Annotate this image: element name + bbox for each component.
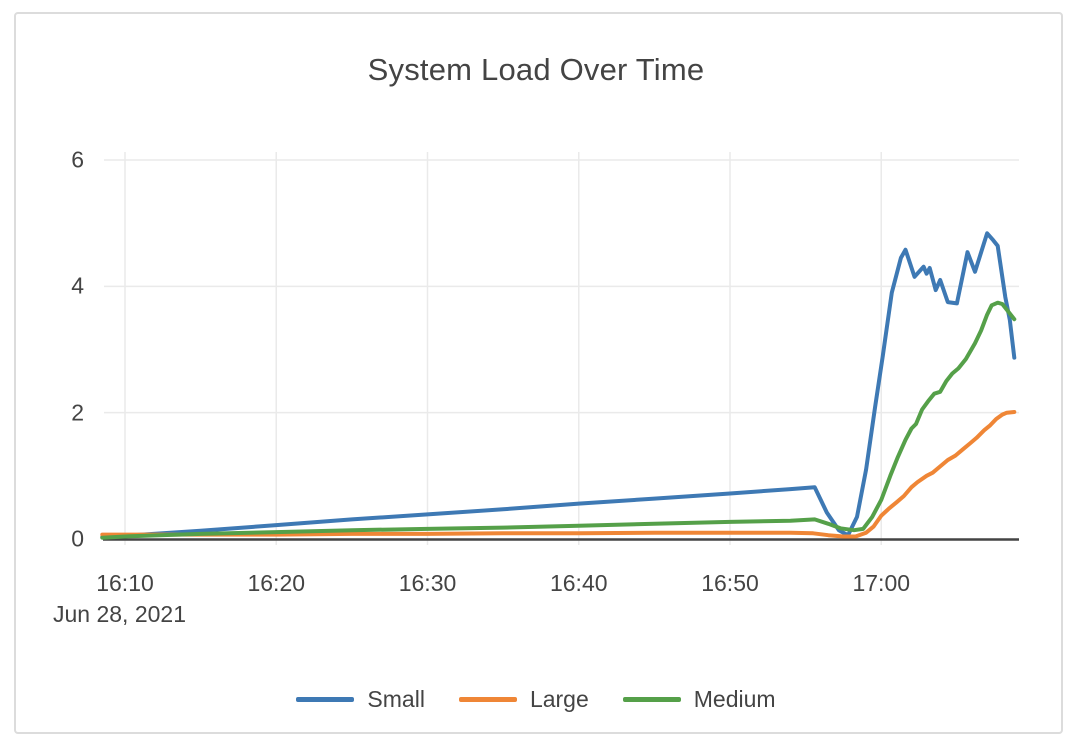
x-axis-date-label: Jun 28, 2021 xyxy=(53,601,187,627)
y-tick-label-0: 0 xyxy=(71,525,84,552)
chart-card-border xyxy=(14,12,1063,734)
y-tick-label-2: 2 xyxy=(71,399,84,426)
legend-item-large[interactable]: Large xyxy=(458,686,589,713)
legend-label-medium: Medium xyxy=(693,686,776,712)
legend-label-small: Small xyxy=(367,686,425,712)
series-line-large[interactable] xyxy=(100,410,1017,539)
x-tick-label-16:30: 16:30 xyxy=(398,570,457,596)
legend-line-swatch-medium xyxy=(622,697,681,702)
legend: Small Large Medium xyxy=(0,686,1072,713)
x-tick-label-16:10: 16:10 xyxy=(96,570,154,596)
x-tick-label-16:40: 16:40 xyxy=(549,570,608,596)
x-tick-label-16:50: 16:50 xyxy=(701,570,759,596)
series-line-small[interactable] xyxy=(100,231,1017,540)
chart-title: System Load Over Time xyxy=(367,52,705,87)
y-tick-label-6: 6 xyxy=(71,146,84,173)
legend-item-small[interactable]: Small xyxy=(296,686,425,713)
legend-line-swatch-large xyxy=(458,697,517,702)
legend-line-swatch-small xyxy=(296,697,355,702)
legend-item-medium[interactable]: Medium xyxy=(622,686,776,713)
legend-label-large: Large xyxy=(529,686,589,712)
series-line-medium[interactable] xyxy=(100,300,1017,540)
x-tick-label-16:20: 16:20 xyxy=(247,570,306,596)
y-tick-label-4: 4 xyxy=(71,272,84,299)
x-tick-label-17:00: 17:00 xyxy=(852,570,911,596)
